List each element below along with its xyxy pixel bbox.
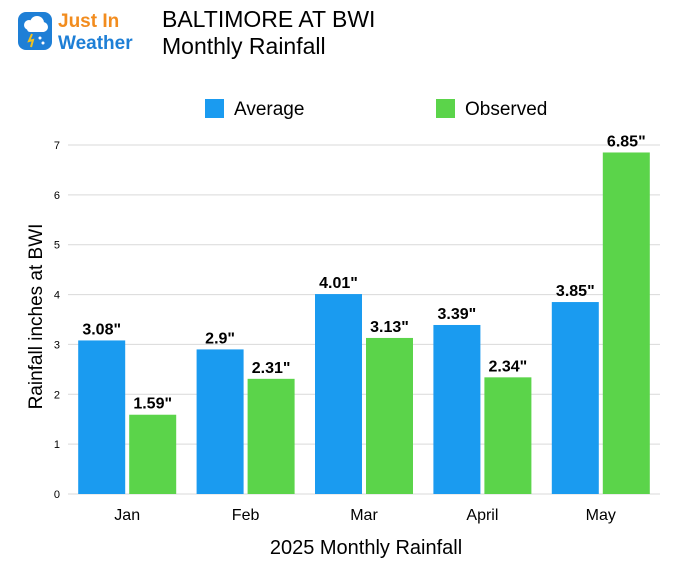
title-line-2: Monthly Rainfall [162,33,326,59]
y-tick-label: 5 [54,240,60,252]
y-tick-label: 1 [54,439,60,451]
y-tick-label: 3 [54,339,60,351]
y-tick-label: 0 [54,489,60,501]
y-tick-label: 7 [54,140,60,152]
bar-average-may [551,302,599,494]
bar-observed-jan [129,414,177,494]
data-label: 6.85" [607,133,646,150]
data-label: 1.59" [133,396,172,413]
bar-observed-feb [247,378,295,494]
x-tick-label: May [586,507,616,524]
data-label: 4.01" [319,275,358,292]
x-axis-label: 2025 Monthly Rainfall [270,537,462,559]
chart-title: BALTIMORE AT BWI Monthly Rainfall [162,6,375,60]
data-label: 2.9" [205,330,235,347]
y-tick-label: 4 [54,290,60,302]
data-label: 2.31" [252,360,291,377]
data-label: 2.34" [489,358,528,375]
x-tick-label: Feb [232,507,260,524]
legend-swatch-average [205,99,224,118]
x-tick-label: Mar [350,507,378,524]
y-axis-label: Rainfall inches at BWI [26,224,47,410]
logo: Just In Weather [14,10,154,56]
legend-swatch-observed [436,99,455,118]
legend-label-observed: Observed [465,99,547,120]
bar-average-april [433,324,481,494]
bar-average-feb [196,349,244,494]
logo-text-line2: Weather [58,33,133,54]
data-label: 3.85" [556,283,595,300]
data-label: 3.13" [370,319,409,336]
data-label: 3.39" [438,306,477,323]
bar-average-mar [315,294,362,494]
weather-cloud-icon [18,12,52,50]
x-tick-label: April [466,507,498,524]
y-tick-label: 2 [54,389,60,401]
data-label: 3.08" [82,321,121,338]
bar-average-jan [78,340,126,494]
bar-observed-april [484,377,532,494]
bar-observed-mar [366,337,413,494]
logo-text-line1: Just In [58,11,120,32]
y-tick-label: 6 [54,190,60,202]
bar-observed-may [602,152,650,494]
legend-label-average: Average [234,99,304,120]
x-tick-label: Jan [114,507,140,524]
title-line-1: BALTIMORE AT BWI [162,6,376,32]
